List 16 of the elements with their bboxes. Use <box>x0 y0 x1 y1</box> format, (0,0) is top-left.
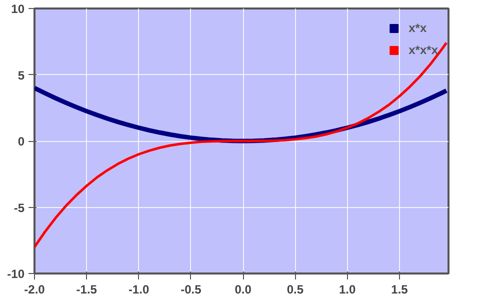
x-tick-label: 0.0 <box>234 282 252 296</box>
y-tick-label: -5 <box>14 200 25 215</box>
legend-label: x*x*x <box>408 43 438 57</box>
y-tick-label: 0 <box>18 134 25 148</box>
line-series <box>34 42 448 248</box>
x-tick-label: -2.0 <box>24 282 46 296</box>
legend-label: x*x <box>408 21 428 35</box>
x-tick-label: 1.0 <box>339 282 356 296</box>
x-tick-label: -1.5 <box>76 282 98 296</box>
y-tick-label: 10 <box>11 2 25 16</box>
x-tick-label: -1.0 <box>128 282 150 296</box>
y-tick-label: -10 <box>7 267 25 281</box>
x-tick-label: 0.5 <box>286 282 304 296</box>
x-tick-label: 1.5 <box>391 282 408 296</box>
x-tick-label: -0.5 <box>180 282 202 296</box>
y-tick-label: 5 <box>18 68 25 82</box>
